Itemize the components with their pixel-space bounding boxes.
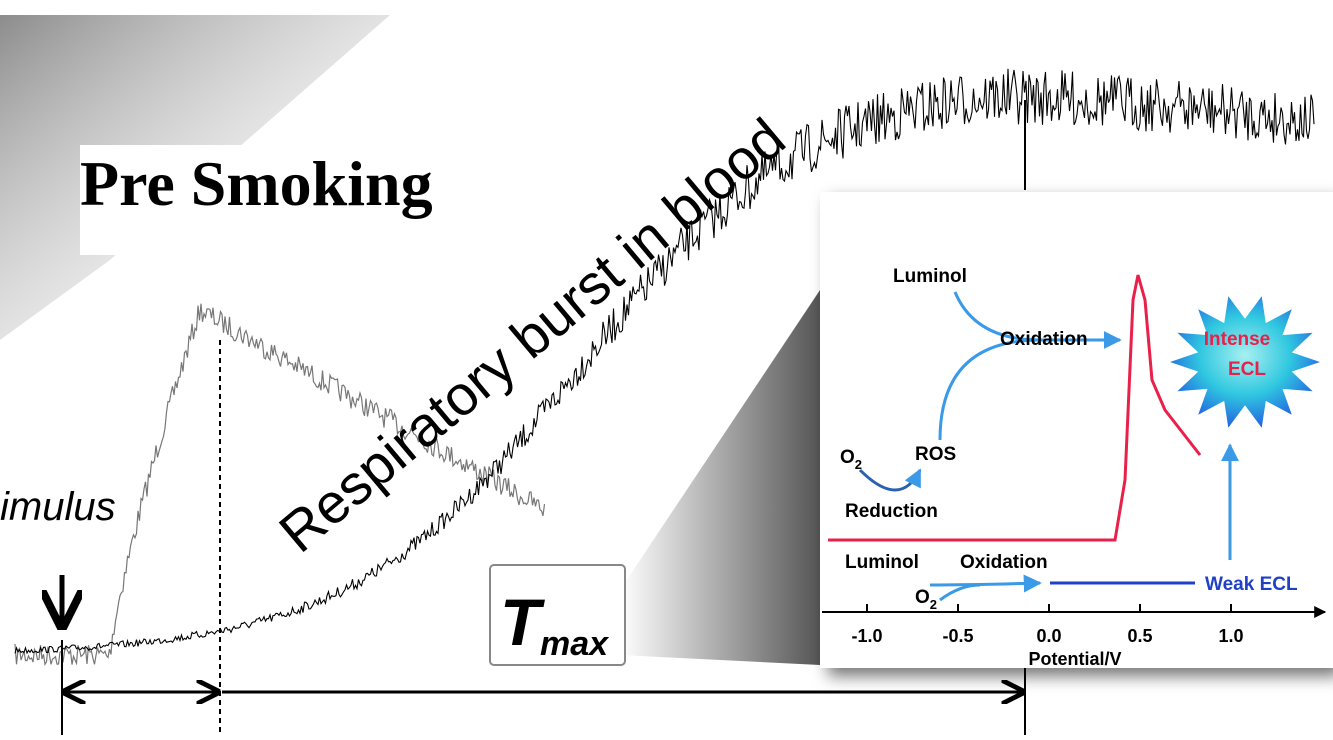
- oxygen-subscript: 2: [855, 457, 862, 472]
- tick-label: -1.0: [851, 626, 882, 646]
- upper-reagent: Luminol: [893, 266, 967, 287]
- traces: [14, 68, 1315, 667]
- oxygen-symbol: O: [840, 447, 855, 468]
- oxygen: O2: [840, 447, 862, 472]
- tick-label: -0.5: [942, 626, 973, 646]
- zoom-wedge: [620, 290, 820, 665]
- inset: Intense ECL Luminol Oxidation O2 ROS Red…: [820, 192, 1333, 669]
- oxygen-symbol: O: [915, 587, 930, 608]
- inset-panel: [820, 192, 1333, 668]
- weak-result: Weak ECL: [1205, 574, 1298, 595]
- tmax-symbol: T: [500, 585, 545, 659]
- reduction: Reduction: [845, 501, 938, 522]
- black-trace: [14, 68, 1315, 655]
- flow-arrow: [938, 338, 1041, 441]
- tmax-box: [489, 564, 626, 666]
- reduction-arrow: [858, 468, 922, 492]
- tick-label: 0.5: [1127, 626, 1152, 646]
- tmax-subscript: max: [540, 625, 610, 663]
- title: Pre Smoking: [80, 148, 433, 219]
- axis-label: Potential/V: [1028, 649, 1121, 669]
- tick-label: 1.0: [1218, 626, 1243, 646]
- strong-result: Intense: [1204, 329, 1271, 350]
- starburst: [1170, 296, 1320, 428]
- upper-process: Oxidation: [1000, 329, 1088, 350]
- title-backing: [80, 145, 540, 255]
- axis-ticks: -1.0 -0.5 0.0 0.5 1.0: [851, 604, 1244, 646]
- stimulus-label: imulus: [0, 485, 116, 529]
- strong-result: ECL: [1228, 359, 1266, 380]
- gray-trace: [14, 303, 546, 667]
- lower-reagent: Luminol: [845, 552, 919, 573]
- tick-label: 0.0: [1036, 626, 1061, 646]
- ros: ROS: [915, 444, 956, 465]
- flow-arrow: [939, 583, 981, 602]
- cv-curve: [828, 274, 1202, 542]
- oxygen-subscript: 2: [930, 597, 937, 612]
- oxygen: O2: [915, 587, 937, 612]
- lower-process: Oxidation: [960, 552, 1048, 573]
